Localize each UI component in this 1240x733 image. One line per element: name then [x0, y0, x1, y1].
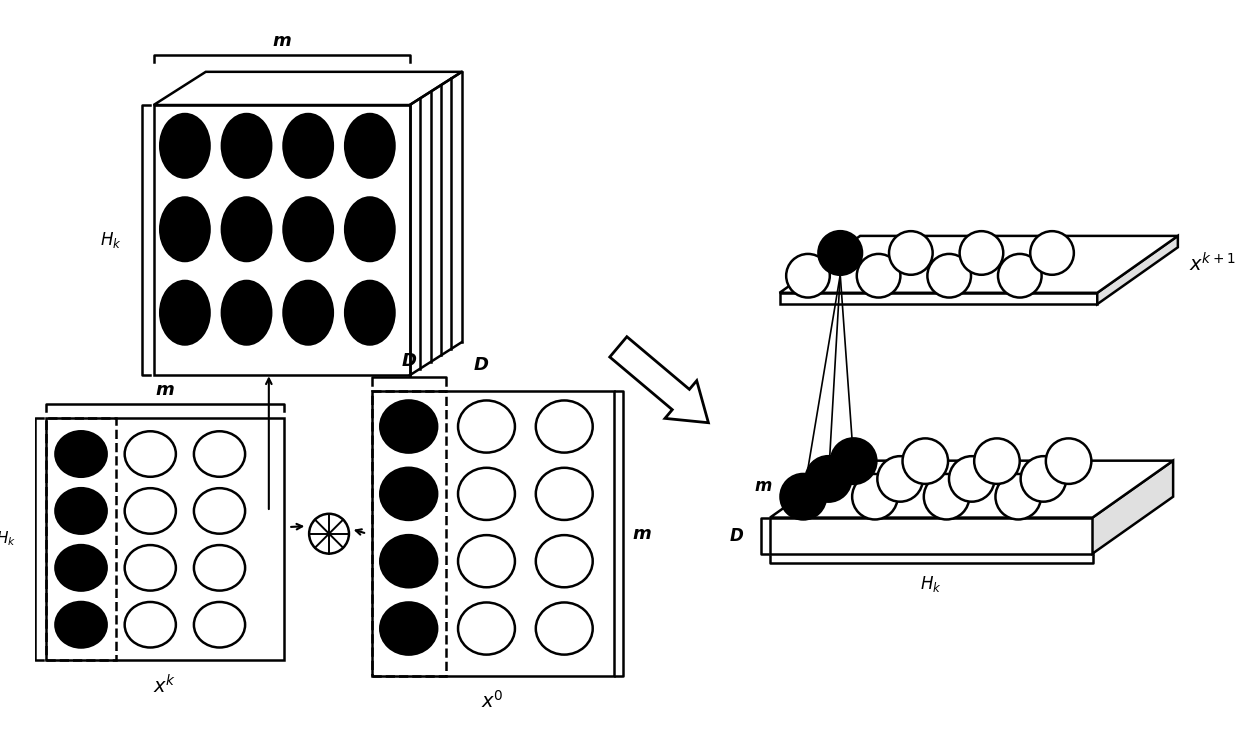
Circle shape: [309, 514, 348, 553]
Circle shape: [998, 254, 1042, 298]
Circle shape: [1021, 456, 1066, 501]
Ellipse shape: [125, 488, 176, 534]
Text: $x^{k+1}$: $x^{k+1}$: [1189, 253, 1236, 276]
Circle shape: [852, 474, 898, 520]
Circle shape: [975, 438, 1019, 484]
Circle shape: [786, 254, 830, 298]
Ellipse shape: [284, 281, 332, 345]
Bar: [372, 391, 614, 676]
Ellipse shape: [222, 281, 272, 345]
Bar: [46, 418, 284, 660]
Circle shape: [857, 254, 900, 298]
Text: m: m: [273, 32, 291, 50]
Polygon shape: [780, 236, 1178, 292]
Ellipse shape: [56, 431, 107, 476]
Text: D: D: [402, 352, 417, 369]
Text: m: m: [632, 525, 651, 542]
Ellipse shape: [381, 603, 438, 655]
Circle shape: [889, 231, 932, 275]
Ellipse shape: [458, 603, 515, 655]
Text: D: D: [730, 526, 744, 545]
Ellipse shape: [458, 468, 515, 520]
Ellipse shape: [345, 114, 394, 177]
Ellipse shape: [160, 197, 210, 261]
Circle shape: [903, 438, 949, 484]
Ellipse shape: [381, 400, 438, 452]
Text: D: D: [474, 356, 489, 375]
Circle shape: [806, 456, 851, 501]
Text: $H_k$: $H_k$: [0, 529, 16, 548]
Ellipse shape: [125, 602, 176, 647]
Circle shape: [949, 456, 994, 501]
Text: $x^0$: $x^0$: [481, 690, 503, 712]
Bar: [372, 391, 445, 676]
Ellipse shape: [193, 545, 246, 591]
Ellipse shape: [284, 197, 332, 261]
Circle shape: [1045, 438, 1091, 484]
Polygon shape: [780, 292, 1097, 304]
Polygon shape: [154, 72, 461, 105]
Ellipse shape: [222, 197, 272, 261]
FancyArrow shape: [610, 336, 708, 423]
Ellipse shape: [56, 488, 107, 534]
Ellipse shape: [56, 602, 107, 647]
Polygon shape: [1097, 236, 1178, 304]
Text: $H_k$: $H_k$: [99, 230, 122, 250]
Circle shape: [818, 231, 862, 275]
Text: $H_k$: $H_k$: [920, 575, 942, 594]
Ellipse shape: [160, 281, 210, 345]
Ellipse shape: [381, 535, 438, 587]
Ellipse shape: [381, 468, 438, 520]
Ellipse shape: [193, 602, 246, 647]
Circle shape: [780, 474, 826, 520]
Ellipse shape: [56, 545, 107, 591]
Ellipse shape: [345, 281, 394, 345]
Ellipse shape: [458, 535, 515, 587]
Bar: [46, 418, 115, 660]
Ellipse shape: [536, 603, 593, 655]
Text: $x^k$: $x^k$: [154, 674, 176, 697]
Circle shape: [1030, 231, 1074, 275]
Polygon shape: [1092, 460, 1173, 553]
Ellipse shape: [284, 114, 332, 177]
Ellipse shape: [222, 114, 272, 177]
Circle shape: [928, 254, 971, 298]
Circle shape: [924, 474, 970, 520]
Ellipse shape: [125, 431, 176, 476]
Text: m: m: [155, 381, 175, 399]
Ellipse shape: [345, 197, 394, 261]
Ellipse shape: [193, 431, 246, 476]
Text: m: m: [755, 477, 773, 496]
Ellipse shape: [193, 488, 246, 534]
Polygon shape: [770, 460, 1173, 517]
Ellipse shape: [458, 400, 515, 452]
Circle shape: [831, 438, 877, 484]
Ellipse shape: [536, 400, 593, 452]
Ellipse shape: [536, 535, 593, 587]
Circle shape: [960, 231, 1003, 275]
Polygon shape: [154, 105, 409, 375]
Polygon shape: [770, 517, 1092, 553]
Ellipse shape: [536, 468, 593, 520]
Circle shape: [996, 474, 1040, 520]
Ellipse shape: [125, 545, 176, 591]
Circle shape: [878, 456, 923, 501]
Ellipse shape: [160, 114, 210, 177]
